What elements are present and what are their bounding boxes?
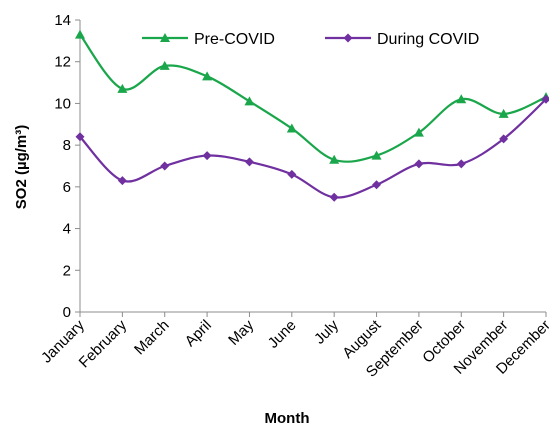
data-point-during-covid (372, 180, 382, 190)
y-tick-label: 0 (63, 304, 71, 321)
y-tick-label: 14 (54, 12, 71, 29)
data-point-pre-covid (75, 29, 85, 39)
legend: Pre-COVID During COVID (142, 31, 479, 48)
y-tick-label: 12 (54, 54, 71, 71)
data-point-during-covid (541, 94, 549, 104)
y-tick-label: 6 (63, 179, 71, 196)
legend-marker-during-covid (343, 33, 353, 43)
x-tick-label: February (76, 316, 131, 371)
data-point-during-covid (456, 159, 466, 169)
data-point-pre-covid (371, 150, 382, 160)
y-tick-label: 10 (54, 95, 71, 112)
data-point-pre-covid (159, 60, 170, 70)
data-point-during-covid (329, 192, 339, 202)
series-pre-covid (75, 29, 549, 164)
y-axis-title: SO2 (µg/m³) (13, 125, 30, 209)
legend-marker-pre-covid (160, 33, 170, 42)
data-point-pre-covid (202, 71, 213, 81)
series-during-covid (75, 94, 549, 202)
legend-item-pre-covid: Pre-COVID (142, 31, 275, 48)
data-point-pre-covid (286, 123, 297, 133)
legend-item-during-covid: During COVID (325, 31, 479, 48)
series-layer (75, 29, 549, 202)
legend-label-pre-covid: Pre-COVID (194, 31, 275, 48)
axes (75, 19, 547, 317)
x-tick-label: May (225, 316, 257, 348)
data-point-pre-covid (244, 96, 255, 106)
data-point-pre-covid (117, 83, 128, 93)
y-tick-labels: 0 2 4 6 8 10 12 14 (54, 12, 71, 321)
x-tick-label: June (265, 317, 300, 352)
data-point-during-covid (244, 157, 254, 167)
x-tick-label: March (131, 317, 172, 358)
x-axis-title: Month (265, 410, 310, 427)
data-point-during-covid (160, 161, 170, 171)
data-point-pre-covid (498, 108, 509, 118)
series-line-during-covid (79, 98, 547, 199)
series-line-pre-covid (79, 33, 547, 163)
y-tick-label: 4 (63, 221, 71, 238)
data-point-during-covid (414, 159, 424, 169)
data-point-during-covid (75, 132, 85, 142)
data-point-during-covid (117, 176, 127, 186)
y-tick-label: 8 (63, 137, 71, 154)
data-point-pre-covid (456, 94, 467, 104)
legend-label-during-covid: During COVID (377, 31, 479, 48)
x-tick-label: July (311, 316, 342, 347)
x-tick-label: April (182, 317, 215, 350)
data-point-pre-covid (413, 127, 424, 137)
data-point-during-covid (202, 151, 212, 161)
data-point-pre-covid (329, 154, 340, 164)
y-tick-label: 2 (63, 262, 71, 279)
data-point-during-covid (499, 134, 509, 144)
data-point-during-covid (287, 169, 297, 179)
